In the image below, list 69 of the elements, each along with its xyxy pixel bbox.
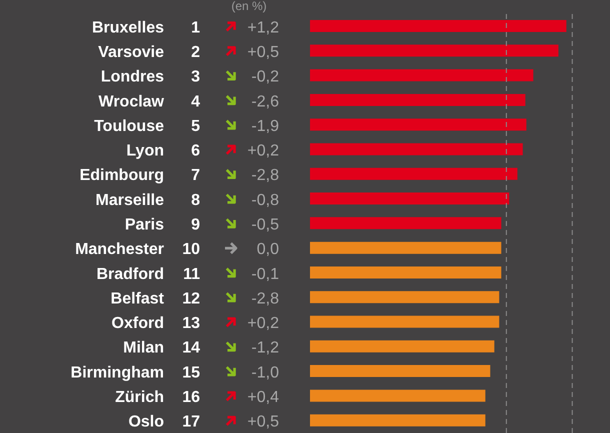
text: 15 xyxy=(182,364,200,382)
y-tick-label: Birmingham xyxy=(70,364,164,382)
bar xyxy=(310,365,490,378)
bar xyxy=(310,291,500,304)
y-tick-label: Milan xyxy=(123,340,164,357)
text: -2,8 xyxy=(251,290,280,308)
text: 11 xyxy=(183,266,200,283)
text: +0,2 xyxy=(247,142,280,160)
y-tick-label: Oslo xyxy=(128,414,164,431)
bar xyxy=(310,414,486,426)
text: -1,9 xyxy=(251,118,280,135)
bar xyxy=(310,242,502,254)
text: -1,2 xyxy=(251,340,280,357)
text: 5 xyxy=(191,118,200,135)
text: -1,0 xyxy=(251,364,280,382)
bar xyxy=(310,390,486,402)
text: -0,5 xyxy=(251,216,280,234)
bar xyxy=(310,192,510,205)
y-tick-label: Varsovie xyxy=(98,44,164,61)
text: 6 xyxy=(191,142,200,160)
y-tick-label: Londres xyxy=(100,68,164,86)
text: 17 xyxy=(182,414,200,431)
bar xyxy=(310,217,502,230)
y-tick-label: Edimbourg xyxy=(80,167,164,184)
text: -0,8 xyxy=(251,192,280,209)
y-tick-label: Marseille xyxy=(96,192,164,209)
text: +0,5 xyxy=(247,414,280,431)
y-tick-label: Belfast xyxy=(110,290,165,308)
y-tick-label: Toulouse xyxy=(94,118,164,135)
bar xyxy=(310,316,500,328)
text: 0,0 xyxy=(256,241,280,258)
y-tick-label: Paris xyxy=(124,216,164,234)
y-tick-label: Manchester xyxy=(75,241,164,258)
bar xyxy=(310,44,558,57)
text: +0,4 xyxy=(247,389,280,406)
text: 2 xyxy=(191,44,200,61)
bar xyxy=(310,168,518,180)
text: 7 xyxy=(191,167,200,184)
text: -2,8 xyxy=(251,167,280,184)
bar xyxy=(310,20,566,32)
text: 13 xyxy=(182,315,200,332)
bar xyxy=(310,69,534,82)
text: +1,2 xyxy=(247,19,280,36)
text: 10 xyxy=(182,241,200,258)
text: 1 xyxy=(191,19,200,36)
text: +0,2 xyxy=(247,315,280,332)
bar xyxy=(310,266,502,278)
text: 4 xyxy=(191,93,200,110)
text: -0,2 xyxy=(251,68,280,86)
text: (en %) xyxy=(231,0,267,13)
y-tick-label: Bradford xyxy=(96,266,164,283)
bar xyxy=(310,94,526,106)
text: +0,5 xyxy=(247,44,280,61)
y-tick-label: Zürich xyxy=(115,389,164,406)
bar xyxy=(310,143,523,156)
bar xyxy=(310,340,494,352)
text: 8 xyxy=(191,192,200,209)
text: 14 xyxy=(182,340,200,357)
y-tick-label: Bruxelles xyxy=(92,19,164,36)
y-tick-label: Oxford xyxy=(112,315,164,332)
text: -0,1 xyxy=(251,266,280,283)
text: 3 xyxy=(191,68,200,86)
text: 9 xyxy=(191,216,200,234)
bar xyxy=(310,118,526,131)
text: -2,6 xyxy=(251,93,280,110)
text: 16 xyxy=(182,389,200,406)
y-tick-label: Wroclaw xyxy=(98,93,165,110)
text: 12 xyxy=(182,290,200,308)
y-tick-label: Lyon xyxy=(126,142,164,160)
